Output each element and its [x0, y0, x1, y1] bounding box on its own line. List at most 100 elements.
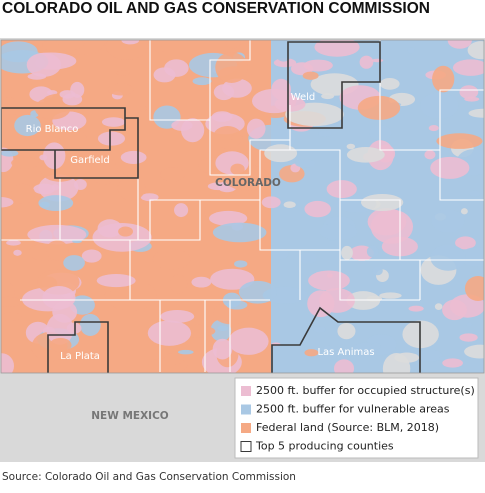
legend-label: 2500 ft. buffer for occupied structure(s…	[256, 384, 475, 397]
patch	[333, 359, 355, 373]
patch	[431, 209, 465, 233]
patch	[264, 144, 298, 163]
legend: 2500 ft. buffer for occupied structure(s…	[240, 384, 475, 453]
patch	[96, 273, 136, 288]
patch	[170, 274, 188, 294]
patch	[147, 320, 192, 346]
patch	[105, 40, 148, 60]
legend-label: Federal land (Source: BLM, 2018)	[256, 421, 439, 434]
patch	[360, 194, 404, 211]
patch	[11, 157, 39, 169]
patch	[295, 159, 316, 168]
patch	[304, 200, 331, 218]
patch	[163, 353, 185, 365]
legend-label: Top 5 producing counties	[255, 440, 394, 453]
patch	[121, 40, 140, 45]
title: COLORADO OIL AND GAS CONSERVATION COMMIS…	[2, 0, 430, 17]
patch	[42, 285, 76, 310]
patch	[460, 247, 484, 267]
patch	[447, 40, 472, 49]
patch	[212, 338, 233, 360]
patch	[379, 292, 402, 299]
patch	[97, 131, 126, 146]
patch	[230, 163, 245, 176]
legend-swatch	[240, 441, 252, 452]
patch	[304, 349, 319, 357]
patch	[178, 349, 194, 355]
patch	[70, 81, 85, 98]
patch	[246, 118, 266, 139]
patch	[51, 184, 60, 191]
patch	[38, 195, 74, 212]
patch	[283, 201, 296, 209]
patch	[459, 85, 479, 99]
legend-swatch	[241, 423, 251, 433]
patch	[366, 295, 383, 303]
patch	[212, 222, 267, 243]
patch	[222, 78, 252, 98]
patch	[116, 70, 130, 76]
patch	[160, 167, 185, 182]
patch	[366, 245, 379, 258]
patch	[1, 281, 15, 302]
patch	[1, 149, 19, 157]
county-label: Las Animas	[317, 347, 374, 358]
patch	[10, 183, 36, 204]
patch	[49, 337, 72, 353]
patch	[313, 326, 326, 333]
state-border	[0, 39, 485, 374]
patch	[152, 248, 191, 270]
patch	[299, 252, 317, 264]
patch	[341, 245, 353, 260]
patch	[424, 150, 436, 160]
patch	[419, 92, 459, 119]
patch	[371, 342, 381, 350]
patch	[442, 299, 467, 321]
legend-swatch	[241, 404, 251, 415]
patch	[372, 266, 383, 276]
patch	[359, 55, 374, 69]
patch	[452, 59, 484, 76]
patch	[436, 133, 483, 149]
patch	[371, 58, 384, 63]
patch	[191, 276, 212, 288]
patch	[171, 119, 193, 131]
patch	[353, 342, 377, 354]
patch	[160, 310, 195, 323]
patch	[318, 130, 332, 137]
patch	[326, 180, 357, 199]
patch	[79, 313, 101, 336]
patch	[464, 276, 484, 301]
patch	[217, 325, 229, 332]
patch	[434, 303, 443, 311]
state-label: COLORADO	[215, 177, 281, 189]
patch	[108, 83, 134, 96]
legend-box	[234, 377, 479, 459]
patch	[308, 270, 350, 291]
patch	[1, 312, 22, 322]
patch	[459, 333, 478, 342]
patch	[2, 97, 15, 105]
patch	[455, 236, 476, 250]
patch	[212, 126, 243, 149]
source: Source: Colorado Oil and Gas Conservatio…	[2, 471, 296, 483]
patch	[430, 244, 466, 271]
county-label: Weld	[291, 92, 316, 103]
patch	[302, 71, 319, 80]
patch	[460, 208, 468, 215]
patch	[46, 90, 58, 96]
patch	[407, 47, 415, 54]
patch	[469, 190, 481, 197]
patch	[382, 353, 411, 373]
patch	[428, 124, 439, 132]
patch	[468, 108, 484, 118]
patch	[118, 226, 134, 237]
patch	[209, 210, 248, 226]
patch	[92, 223, 152, 252]
patch	[74, 179, 87, 190]
patch	[1, 196, 14, 208]
patch	[464, 344, 484, 359]
patch	[225, 40, 241, 49]
patch	[415, 349, 443, 362]
